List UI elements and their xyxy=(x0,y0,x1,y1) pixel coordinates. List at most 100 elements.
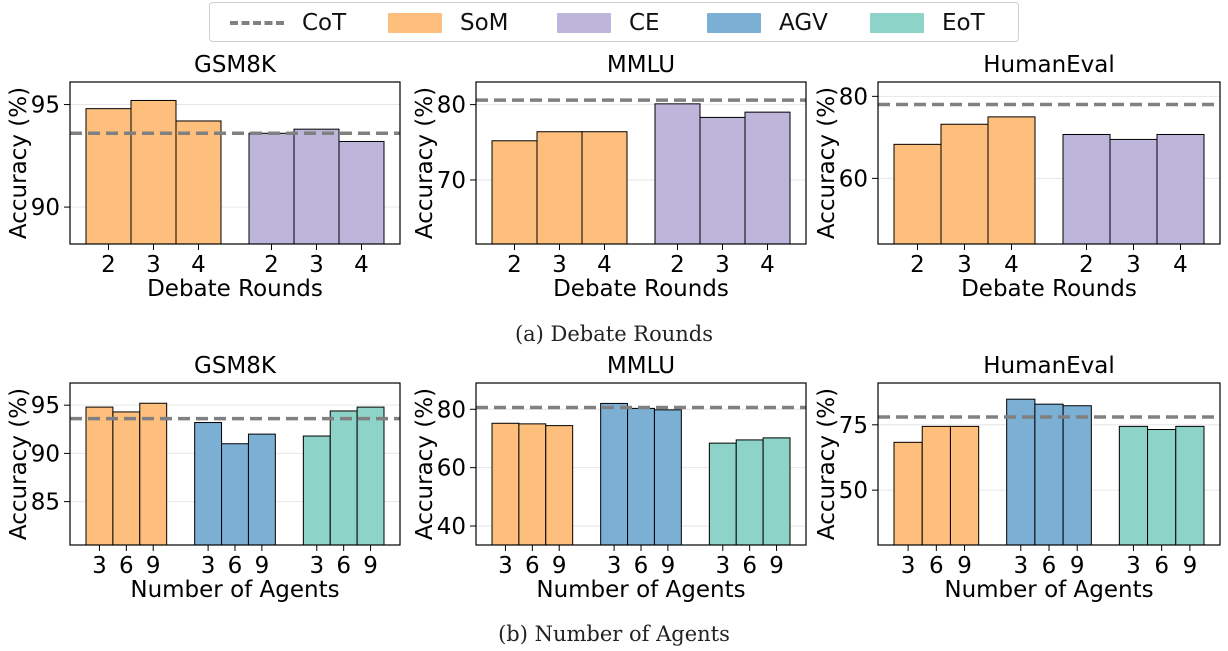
bar-som xyxy=(893,441,923,546)
y-axis-label: Accuracy (%) xyxy=(6,87,32,239)
plot-frame xyxy=(69,81,401,245)
bar-som xyxy=(893,143,942,245)
caption-number-of-agents: (b) Number of Agents xyxy=(498,622,730,646)
x-tick-label: 3 xyxy=(901,553,916,579)
bar-som xyxy=(491,140,538,245)
x-tick-label: 2 xyxy=(507,252,522,278)
bar-som xyxy=(139,402,168,546)
legend-item-cot: CoT xyxy=(230,3,346,43)
bar-som xyxy=(581,131,628,245)
y-tick-label: 50 xyxy=(839,478,868,504)
bar-ce xyxy=(744,111,791,245)
x-tick-label: 6 xyxy=(119,553,134,579)
chart-panel-3: 2 3 4 2 3 4 60 80 HumanEval Debate Rounds Accuracy… xyxy=(814,52,1221,302)
x-tick-label: 4 xyxy=(354,252,369,278)
y-tick-label: 80 xyxy=(839,84,868,110)
x-tick-label: 9 xyxy=(1070,553,1085,579)
bar-som xyxy=(921,425,951,546)
bar-ce xyxy=(293,128,340,245)
y-axis-label: Accuracy (%) xyxy=(6,388,32,540)
bar-som xyxy=(85,406,114,546)
x-tick-label: 4 xyxy=(1004,252,1019,278)
bar-agv xyxy=(247,433,276,546)
x-tick-label: 6 xyxy=(742,553,757,579)
x-tick-label: 9 xyxy=(1183,553,1198,579)
x-tick-label: 6 xyxy=(1042,553,1057,579)
x-tick-label: 9 xyxy=(255,553,270,579)
legend-item-eot: EoT xyxy=(870,3,985,43)
bar-eot xyxy=(356,406,385,546)
panel-title: MMLU xyxy=(607,353,675,379)
bar-agv xyxy=(627,407,655,546)
panel-title: GSM8K xyxy=(194,52,277,78)
x-axis-label: Debate Rounds xyxy=(553,276,729,302)
bar-eot xyxy=(1175,425,1205,546)
x-tick-label: 9 xyxy=(363,553,378,579)
bar-agv xyxy=(653,409,682,546)
panel-title: MMLU xyxy=(607,52,675,78)
x-tick-label: 4 xyxy=(1173,252,1188,278)
bar-som xyxy=(112,411,141,546)
x-tick-label: 9 xyxy=(769,553,784,579)
x-tick-label: 3 xyxy=(309,553,324,579)
bar-som xyxy=(987,116,1036,245)
x-tick-label: 3 xyxy=(309,252,324,278)
bar-ce xyxy=(1109,138,1158,245)
bar-som xyxy=(949,425,980,546)
x-tick-label: 6 xyxy=(336,553,351,579)
bar-som xyxy=(940,123,989,245)
x-tick-label: 3 xyxy=(1126,252,1141,278)
x-tick-label: 3 xyxy=(498,553,513,579)
y-axis-label: Accuracy (%) xyxy=(814,87,840,239)
bar-agv xyxy=(221,443,249,546)
x-tick-label: 4 xyxy=(191,252,206,278)
bar-som xyxy=(491,422,520,546)
x-tick-label: 4 xyxy=(760,252,775,278)
x-axis-label: Debate Rounds xyxy=(961,276,1137,302)
panel-title: HumanEval xyxy=(983,52,1115,78)
y-axis-label: Accuracy (%) xyxy=(814,388,840,540)
bar-eot xyxy=(1147,429,1177,546)
x-tick-label: 3 xyxy=(1013,553,1028,579)
panel-title: HumanEval xyxy=(983,353,1115,379)
y-tick-label: 75 xyxy=(839,413,868,439)
y-tick-label: 95 xyxy=(31,393,60,419)
plot-frame xyxy=(475,81,807,245)
x-tick-label: 3 xyxy=(607,553,622,579)
caption-debate-rounds: (a) Debate Rounds xyxy=(514,322,714,346)
legend-item-agv: AGV xyxy=(707,3,828,43)
bar-eot xyxy=(735,439,764,546)
x-axis-label: Debate Rounds xyxy=(147,276,323,302)
bar-som xyxy=(85,108,132,245)
x-tick-label: 2 xyxy=(1079,252,1094,278)
bar-som xyxy=(130,99,177,245)
bar-ce xyxy=(1062,133,1111,245)
y-tick-label: 80 xyxy=(437,93,466,119)
bar-ce xyxy=(338,140,385,245)
legend-label-cot: CoT xyxy=(302,10,347,36)
y-tick-label: 90 xyxy=(31,441,60,467)
bar-eot xyxy=(1118,425,1149,546)
y-tick-label: 95 xyxy=(31,93,60,119)
x-tick-label: 3 xyxy=(201,553,216,579)
bar-ce xyxy=(699,116,746,245)
x-axis-label: Number of Agents xyxy=(130,577,339,603)
x-axis-label: Number of Agents xyxy=(944,577,1153,603)
panel-title: GSM8K xyxy=(194,353,277,379)
x-tick-label: 6 xyxy=(1154,553,1169,579)
plot-frame xyxy=(877,382,1221,546)
x-tick-label: 2 xyxy=(264,252,279,278)
x-tick-label: 3 xyxy=(552,252,567,278)
bar-ce xyxy=(248,132,295,245)
legend-swatch-ce xyxy=(557,13,611,33)
x-tick-label: 9 xyxy=(552,553,567,579)
legend-item-ce: CE xyxy=(557,3,660,43)
bar-som xyxy=(536,131,583,245)
x-tick-label: 3 xyxy=(1126,553,1141,579)
plot-frame xyxy=(69,382,401,546)
legend-line-cot xyxy=(230,21,284,25)
legend-label-som: SoM xyxy=(460,10,509,36)
